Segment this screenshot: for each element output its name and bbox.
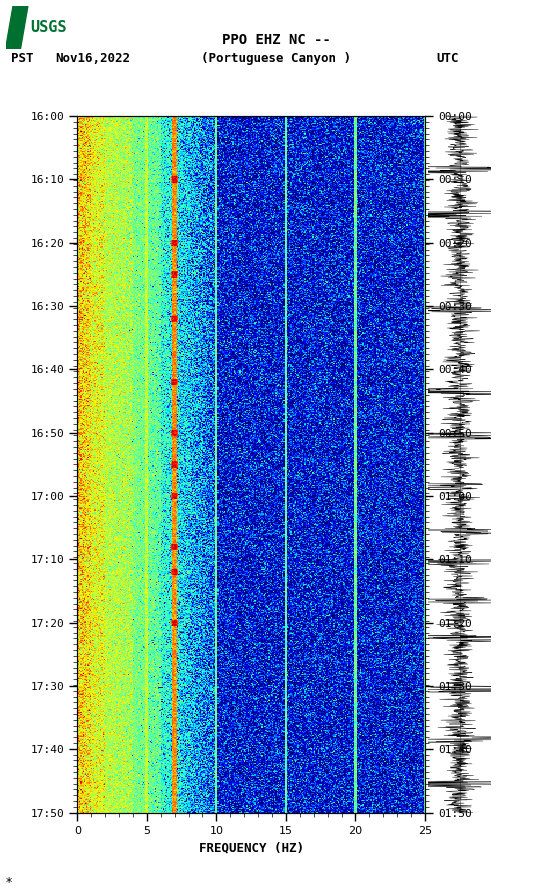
Text: Nov16,2022: Nov16,2022 <box>55 52 130 64</box>
X-axis label: FREQUENCY (HZ): FREQUENCY (HZ) <box>199 841 304 855</box>
Polygon shape <box>6 6 28 49</box>
Text: USGS: USGS <box>30 21 67 35</box>
Text: UTC: UTC <box>436 52 459 64</box>
Text: PPO EHZ NC --: PPO EHZ NC -- <box>221 33 331 47</box>
Text: (Portuguese Canyon ): (Portuguese Canyon ) <box>201 52 351 64</box>
Text: PST: PST <box>11 52 34 64</box>
Text: *: * <box>6 875 12 889</box>
